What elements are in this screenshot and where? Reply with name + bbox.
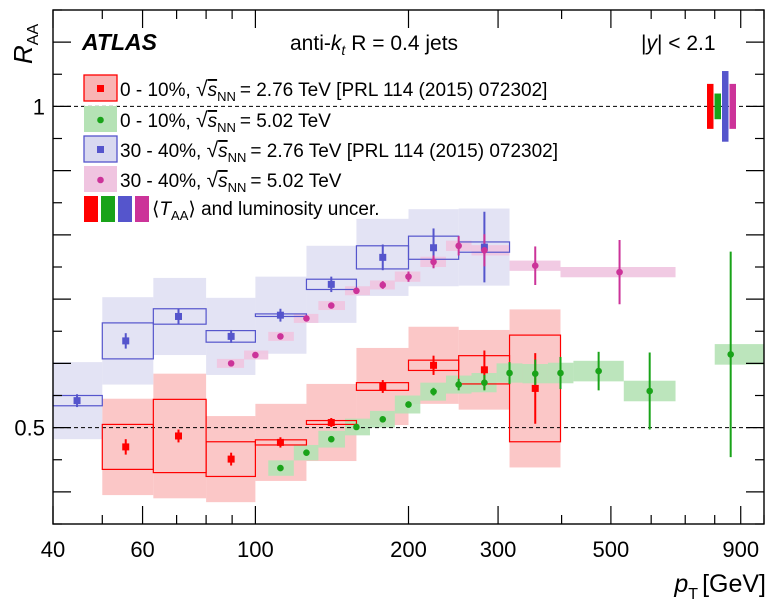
legend-marker-r502p (97, 176, 104, 184)
r276p-sys-box-2 (152, 308, 207, 325)
r502c-point-9 (506, 369, 513, 377)
legend-marker-r276p (97, 146, 104, 153)
r502p-point-6 (379, 281, 387, 289)
legend-marker-r502c (97, 116, 104, 124)
jet-definition-label: anti-kt R = 0.4 jets (290, 32, 458, 58)
y-axis-title: RAA (8, 24, 42, 64)
r502p-point-9 (455, 242, 462, 250)
taa-bar-r276p (722, 71, 729, 142)
taa-bar-r502c (714, 93, 721, 120)
r502c-point-8 (481, 379, 488, 386)
x-tick-label-100: 100 (237, 537, 274, 562)
r502p-point-3 (303, 315, 310, 322)
r276c-point-6 (430, 361, 438, 369)
atlas-label: ATLAS (81, 29, 158, 55)
r276c-point-1 (174, 432, 182, 440)
r276c-point-7 (480, 366, 488, 374)
legend-taa-swatch-r502p (135, 196, 149, 222)
r502p-point-8 (430, 258, 437, 266)
taa-bar-r502p (729, 83, 736, 129)
y-tick-label-1: 1 (33, 94, 45, 119)
legend-taa-swatch-r502c (101, 196, 115, 222)
r276p-point-6 (379, 253, 387, 261)
x-tick-label-300: 300 (480, 537, 517, 562)
r502c-point-13 (646, 387, 653, 395)
r502p-point-7 (405, 273, 412, 280)
y-tick-label-0.5: 0.5 (14, 416, 45, 441)
marker-layer (73, 242, 734, 472)
r502p-point-12 (616, 268, 623, 276)
r276p-point-4 (276, 311, 284, 319)
r276p-sys-box-1 (101, 322, 154, 360)
legend-taa-swatch-r276c (84, 196, 98, 222)
r276p-point-0 (73, 397, 81, 405)
x-tick-label-60: 60 (130, 537, 154, 562)
r502c-point-2 (327, 435, 335, 443)
x-tick-label-900: 900 (722, 537, 759, 562)
x-tick-label-500: 500 (593, 537, 630, 562)
r502p-sys-band-10 (471, 245, 510, 256)
r276c-point-3 (276, 438, 284, 446)
r502c-point-11 (557, 369, 564, 377)
r502c-point-0 (277, 464, 284, 472)
legend-label-r502c: 0 - 10%, √sNN = 5.02 TeV (120, 109, 331, 135)
r502c-point-5 (405, 401, 412, 408)
r276c-point-8 (531, 384, 539, 392)
r276p-point-2 (174, 312, 182, 320)
taa-uncertainty-bars (707, 71, 736, 142)
legend-label-r276c: 0 - 10%, √sNN = 2.76 TeV [PRL 114 (2015) … (120, 78, 547, 104)
x-tick-label-40: 40 (41, 537, 65, 562)
r502p-point-0 (227, 360, 235, 367)
x-tick-label-200: 200 (390, 537, 427, 562)
legend-taa-swatch-r276p (118, 196, 132, 222)
r276p-point-3 (227, 332, 235, 340)
r276p-point-5 (327, 280, 335, 288)
r502c-point-10 (531, 370, 539, 377)
r502c-sys-band-14 (714, 344, 764, 365)
r502c-point-7 (455, 381, 462, 388)
r276c-point-0 (122, 443, 130, 451)
axis-ticks (52, 9, 765, 525)
r502p-point-10 (481, 246, 488, 254)
r502c-point-12 (595, 367, 602, 375)
legend-taa-label: ⟨TAA⟩ and luminosity uncer. (152, 199, 380, 223)
legend-label-r276p: 30 - 40%, √sNN = 2.76 TeV [PRL 114 (2015)… (120, 139, 558, 165)
x-axis-title: pT [GeV] (673, 570, 766, 603)
taa-bar-r276c (707, 83, 714, 129)
legend-label-r502p: 30 - 40%, √sNN = 5.02 TeV (120, 169, 342, 195)
r276c-sys-box-1 (152, 398, 207, 474)
r276p-point-1 (122, 337, 130, 345)
axis-tick-labels: 40 60 100 200 300 500 900 0.5 1 (14, 94, 759, 562)
r502c-point-6 (430, 388, 437, 395)
r502p-point-11 (531, 262, 539, 270)
r502p-point-4 (327, 302, 335, 309)
r502c-point-4 (379, 415, 387, 423)
r502c-point-14 (727, 351, 734, 358)
legend-marker-r276c (97, 85, 104, 92)
rapidity-cut-label: |y| < 2.1 (641, 32, 716, 55)
r502p-point-1 (252, 351, 259, 359)
r502c-point-3 (353, 423, 360, 431)
legend: 0 - 10%, √sNN = 2.76 TeV [PRL 114 (2015) … (83, 74, 558, 223)
r276c-point-5 (379, 383, 387, 391)
r502p-point-5 (353, 287, 360, 295)
r276p-point-7 (430, 244, 438, 252)
r502c-point-1 (303, 449, 310, 456)
r276c-sys-box-2 (205, 441, 256, 478)
r276c-point-4 (327, 418, 335, 426)
r276c-point-2 (227, 455, 235, 463)
r502p-point-2 (277, 333, 284, 340)
